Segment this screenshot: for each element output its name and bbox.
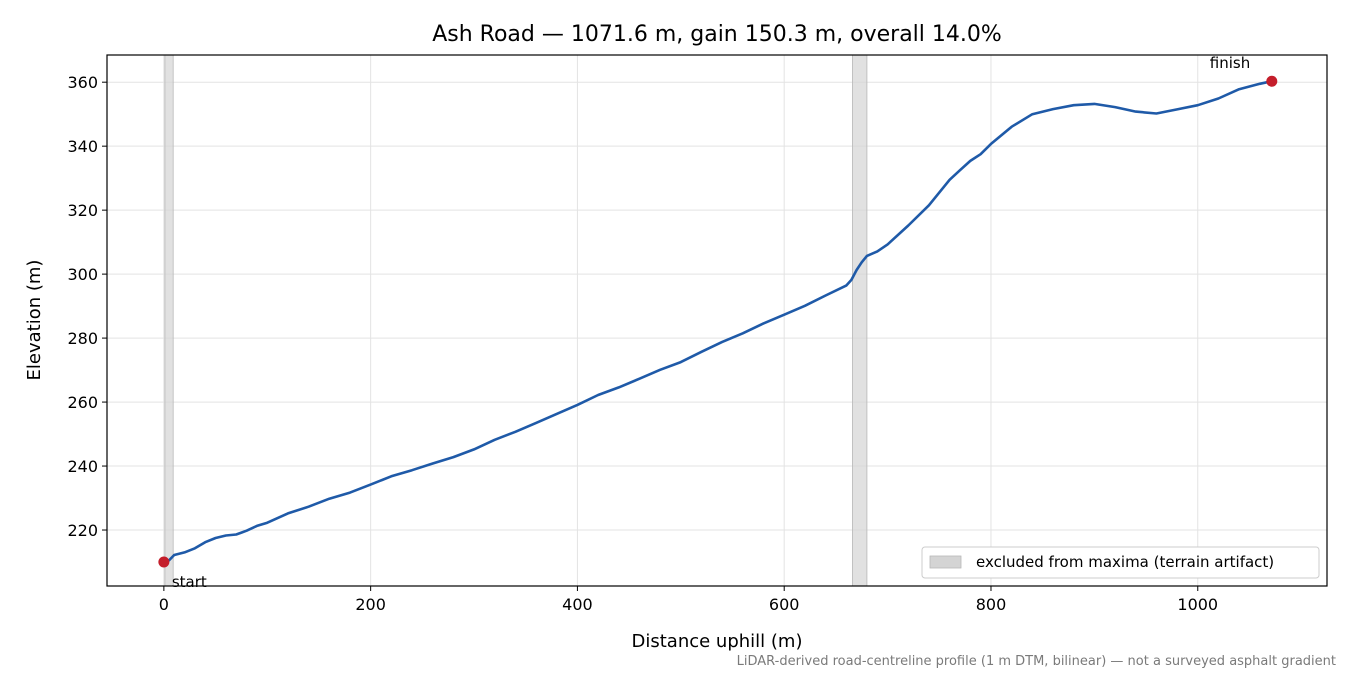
- x-tick-label: 600: [769, 595, 800, 614]
- start-label: start: [172, 573, 207, 591]
- finish-marker: [1266, 75, 1278, 87]
- y-tick-label: 280: [67, 329, 98, 348]
- finish-label: finish: [1210, 54, 1250, 72]
- y-tick-label: 260: [67, 393, 98, 412]
- x-tick-label: 200: [355, 595, 386, 614]
- y-tick-label: 300: [67, 265, 98, 284]
- y-tick-label: 240: [67, 457, 98, 476]
- y-axis-label: Elevation (m): [24, 260, 45, 381]
- excluded-range-band: [164, 54, 174, 587]
- elevation-series-line: [162, 79, 1274, 564]
- plot-background: [107, 55, 1327, 586]
- x-tick-label: 400: [562, 595, 593, 614]
- x-axis-label: Distance uphill (m): [632, 631, 803, 652]
- legend-swatch: [929, 555, 962, 569]
- x-tick-label: 800: [976, 595, 1007, 614]
- x-tick-label: 0: [159, 595, 169, 614]
- axis-ticks: 0 200 400 600 800 1000 220 240 260 280 300 320 340 36…: [67, 73, 1218, 614]
- footnote: LiDAR-derived road-centreline profile (1…: [737, 654, 1336, 669]
- y-tick-label: 220: [67, 521, 98, 540]
- excluded-range-band: [852, 54, 868, 587]
- legend-label: excluded from maxima (terrain artifact): [976, 553, 1274, 571]
- y-tick-label: 320: [67, 201, 98, 220]
- y-tick-label: 340: [67, 137, 98, 156]
- x-tick-label: 1000: [1177, 595, 1218, 614]
- legend: excluded from maxima (terrain artifact): [921, 546, 1320, 579]
- chart-title: Ash Road — 1071.6 m, gain 150.3 m, overa…: [432, 22, 1002, 47]
- plot-frame: [106, 54, 1328, 587]
- grid: [107, 55, 1327, 586]
- start-marker: [158, 556, 170, 568]
- legend-box: [921, 546, 1320, 579]
- y-tick-label: 360: [67, 73, 98, 92]
